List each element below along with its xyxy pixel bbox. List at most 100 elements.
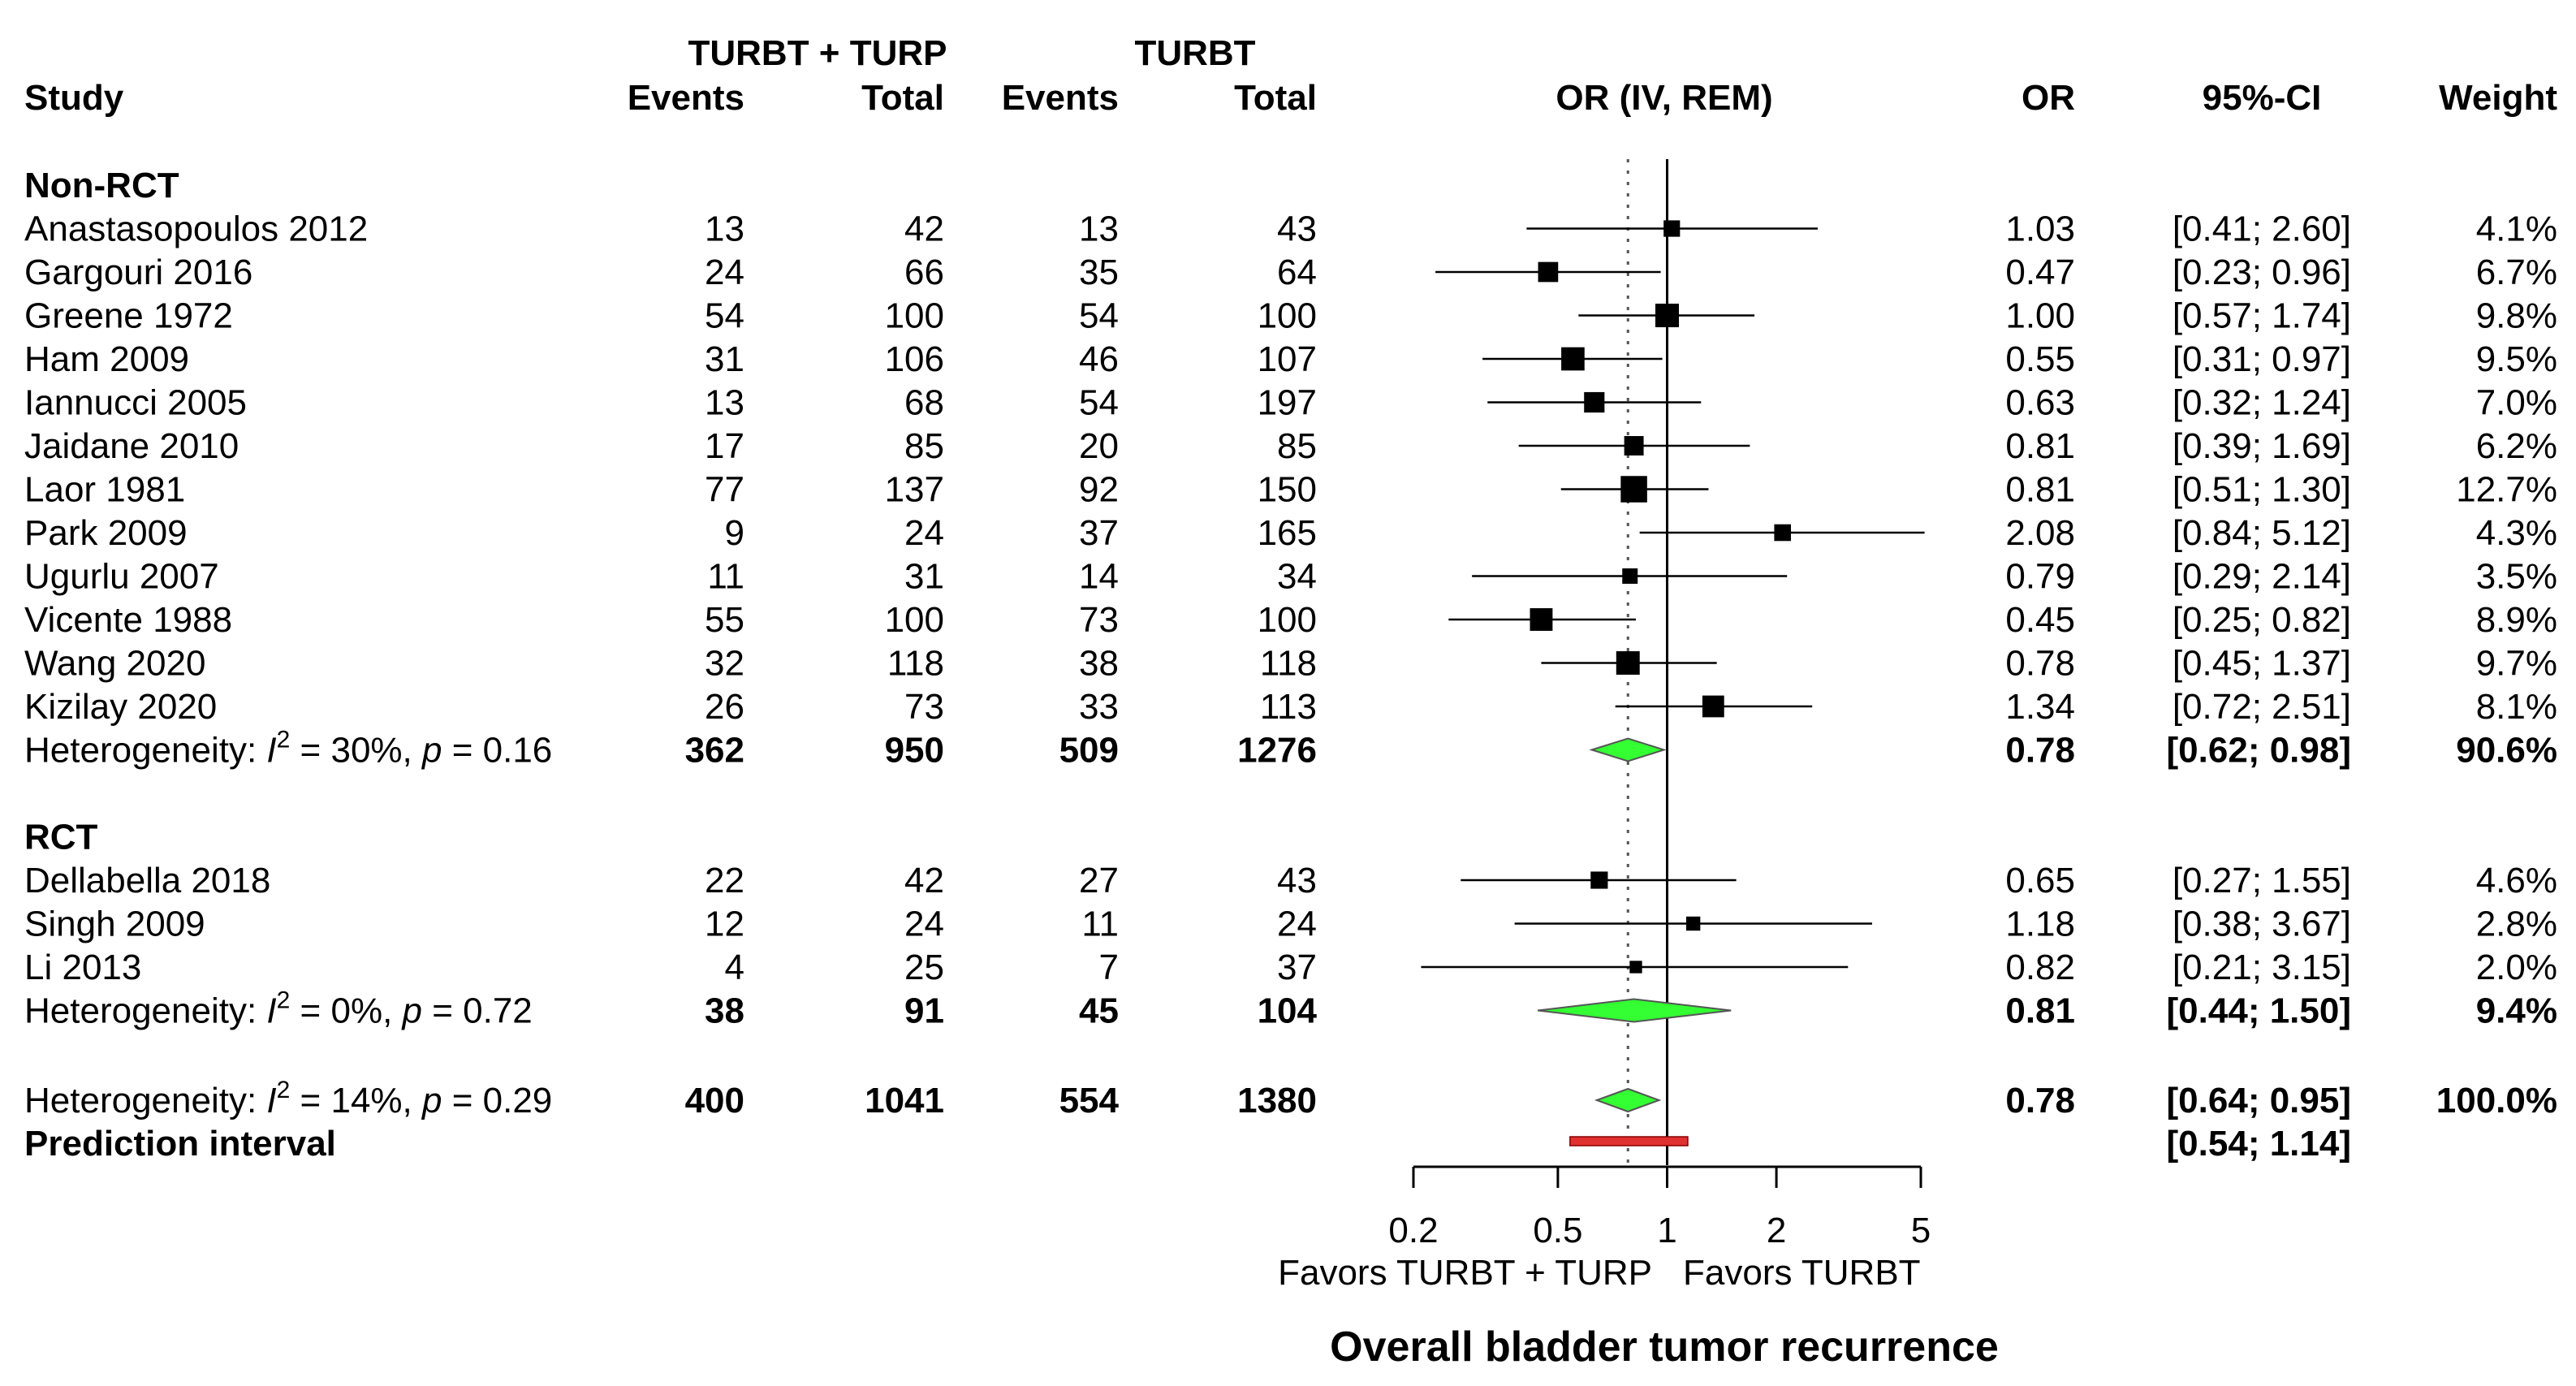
x-tick-label: 0.5 xyxy=(1533,1211,1582,1250)
study-square xyxy=(1655,303,1680,328)
study-total-1: 66 xyxy=(904,253,944,292)
heterogeneity-part: = 0.29 xyxy=(442,1081,552,1120)
study-weight: 12.7% xyxy=(2456,470,2557,510)
study-ci: [0.41; 2.60] xyxy=(2173,209,2351,249)
study-total-1: 100 xyxy=(885,600,944,640)
study-total-2: 43 xyxy=(1277,861,1317,900)
study-total-1: 24 xyxy=(904,905,944,944)
study-ci: [0.72; 2.51] xyxy=(2173,687,2351,727)
heterogeneity-part: Heterogeneity: xyxy=(24,731,266,771)
heterogeneity-part: Heterogeneity: xyxy=(24,1081,266,1120)
study-name: Jaidane 2010 xyxy=(24,426,239,466)
study-events-1: 13 xyxy=(705,209,744,249)
study-events-1: 22 xyxy=(705,861,744,900)
study-total-1: 106 xyxy=(885,339,944,379)
study-square xyxy=(1685,916,1701,931)
study-total-1: 25 xyxy=(904,948,944,987)
subgroup-diamond xyxy=(1537,998,1732,1023)
study-weight: 4.6% xyxy=(2476,861,2557,900)
heterogeneity-part: = 14%, xyxy=(290,1081,422,1120)
study-name: Wang 2020 xyxy=(24,644,205,684)
study-name: Singh 2009 xyxy=(24,905,205,944)
header-or: OR xyxy=(2022,78,2075,118)
study-total-1: 137 xyxy=(885,470,944,510)
overall-ci: [0.64; 0.95] xyxy=(2167,1081,2351,1120)
chart-title: Overall bladder tumor recurrence xyxy=(1330,1323,1999,1371)
overall-weight: 100.0% xyxy=(2436,1081,2557,1120)
study-total-2: 165 xyxy=(1258,513,1317,553)
study-events-2: 54 xyxy=(1079,296,1119,336)
heterogeneity-part: p xyxy=(421,1081,442,1120)
study-ci: [0.21; 3.15] xyxy=(2173,948,2351,987)
heterogeneity-part: 2 xyxy=(277,727,291,753)
study-total-2: 113 xyxy=(1260,687,1317,727)
study-square xyxy=(1624,436,1644,456)
study-total-2: 118 xyxy=(1260,644,1317,684)
study-total-1: 42 xyxy=(904,209,944,249)
study-name: Iannucci 2005 xyxy=(24,383,247,423)
study-square xyxy=(1561,347,1585,371)
heterogeneity-part: 2 xyxy=(277,987,291,1014)
subgroup-summary-weight: 9.4% xyxy=(2476,991,2557,1031)
header-events-2: Events xyxy=(1002,78,1119,118)
study-name: Kizilay 2020 xyxy=(24,687,217,727)
study-total-2: 197 xyxy=(1258,383,1317,423)
study-name: Dellabella 2018 xyxy=(24,861,270,900)
subgroup-summary-total-2: 104 xyxy=(1258,991,1318,1031)
heterogeneity-label: Heterogeneity: I2 = 0%, p = 0.72 xyxy=(24,987,533,1031)
subgroup-summary-ci: [0.62; 0.98] xyxy=(2167,731,2351,771)
subgroup-summary-weight: 90.6% xyxy=(2456,731,2557,771)
heterogeneity-part: = 0.72 xyxy=(422,991,533,1031)
subgroup-diamond xyxy=(1589,737,1667,762)
study-ci: [0.29; 2.14] xyxy=(2173,557,2351,597)
study-events-1: 26 xyxy=(705,687,744,727)
header-weight: Weight xyxy=(2439,78,2557,118)
header-plot: OR (IV, REM) xyxy=(1556,78,1772,118)
study-events-1: 32 xyxy=(705,644,744,684)
study-total-2: 34 xyxy=(1277,557,1317,597)
subgroup-summary-events-2: 45 xyxy=(1079,991,1119,1031)
header-events-1: Events xyxy=(628,78,744,118)
study-ci: [0.25; 0.82] xyxy=(2173,600,2351,640)
study-name: Laor 1981 xyxy=(24,470,185,510)
study-weight: 8.1% xyxy=(2476,687,2557,727)
heterogeneity-part: I xyxy=(266,1081,276,1120)
study-name: Ham 2009 xyxy=(24,339,189,379)
study-or: 0.82 xyxy=(2005,948,2075,987)
study-events-2: 7 xyxy=(1099,948,1119,987)
study-events-2: 35 xyxy=(1079,253,1119,292)
heterogeneity-part: p xyxy=(421,731,442,771)
header-total-1: Total xyxy=(861,78,944,118)
study-ci: [0.31; 0.97] xyxy=(2173,339,2351,379)
study-events-2: 13 xyxy=(1079,209,1119,249)
heterogeneity-label: Heterogeneity: I2 = 30%, p = 0.16 xyxy=(24,727,552,771)
overall-heterogeneity-label: Heterogeneity: I2 = 14%, p = 0.29 xyxy=(24,1077,552,1120)
study-square xyxy=(1622,568,1638,584)
overall-or: 0.78 xyxy=(2005,1081,2075,1120)
study-square xyxy=(1702,695,1724,718)
study-total-1: 24 xyxy=(904,513,944,553)
study-or: 0.81 xyxy=(2005,426,2075,466)
study-or: 0.65 xyxy=(2005,861,2075,900)
overall-total-1: 1041 xyxy=(865,1081,944,1120)
study-events-2: 46 xyxy=(1079,339,1119,379)
subgroup-summary-events-2: 509 xyxy=(1059,731,1119,771)
header-ci: 95%-CI xyxy=(2203,78,2322,118)
header-study: Study xyxy=(24,78,124,118)
prediction-ci: [0.54; 1.14] xyxy=(2167,1124,2351,1164)
study-or: 0.55 xyxy=(2005,339,2075,379)
study-name: Anastasopoulos 2012 xyxy=(24,209,368,249)
study-ci: [0.57; 1.74] xyxy=(2173,296,2351,336)
study-events-1: 54 xyxy=(705,296,744,336)
study-square xyxy=(1629,961,1642,974)
study-name: Vicente 1988 xyxy=(24,600,232,640)
heterogeneity-part: Heterogeneity: xyxy=(24,991,266,1031)
study-or: 0.47 xyxy=(2005,253,2075,292)
study-events-2: 37 xyxy=(1079,513,1119,553)
x-tick-label: 2 xyxy=(1767,1211,1786,1250)
study-events-1: 31 xyxy=(705,339,744,379)
study-events-2: 33 xyxy=(1079,687,1119,727)
overall-total-2: 1380 xyxy=(1237,1081,1317,1120)
study-total-1: 73 xyxy=(904,687,944,727)
study-name: Greene 1972 xyxy=(24,296,233,336)
